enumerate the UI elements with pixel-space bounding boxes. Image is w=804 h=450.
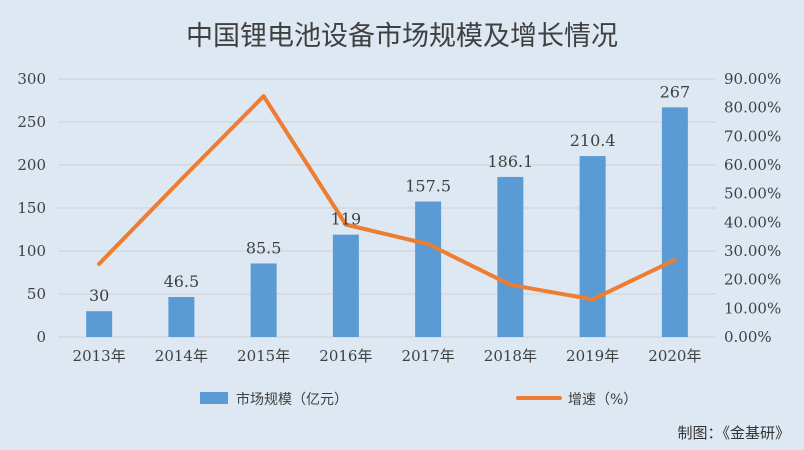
- category-label: 2014年: [155, 347, 208, 365]
- category-label: 2019年: [566, 347, 619, 365]
- left-tick-label: 100: [17, 242, 46, 260]
- left-tick-label: 200: [17, 156, 46, 174]
- bar: [415, 201, 442, 337]
- right-tick-label: 0.00%: [724, 328, 772, 346]
- category-label: 2013年: [73, 347, 126, 365]
- source-note: 制图：《金基研》: [677, 424, 790, 442]
- line-point: [673, 258, 677, 262]
- category-label: 2017年: [402, 347, 455, 365]
- right-tick-label: 10.00%: [724, 299, 781, 317]
- right-tick-label: 30.00%: [724, 242, 781, 260]
- bar: [332, 234, 359, 337]
- right-tick-label: 20.00%: [724, 271, 781, 289]
- right-tick-label: 40.00%: [724, 213, 781, 231]
- bar-value-label: 157.5: [405, 177, 451, 196]
- left-tick-label: 150: [17, 199, 46, 217]
- left-tick-label: 0: [36, 328, 46, 346]
- line-point: [262, 94, 266, 98]
- line-series: [97, 94, 677, 302]
- left-tick-label: 300: [17, 70, 46, 88]
- legend-line-label: 增速（%）: [568, 392, 637, 408]
- data-labels: 30 46.5 85.5 119 157.5 186.1 210.4 267: [89, 82, 690, 305]
- bar-value-label: 267: [660, 82, 691, 101]
- bar-value-label: 46.5: [164, 272, 200, 291]
- line-point: [344, 223, 348, 227]
- left-tick-label: 50: [27, 285, 46, 303]
- category-label: 2015年: [237, 347, 290, 365]
- legend-bar-swatch: [200, 392, 228, 404]
- bar-value-label: 186.1: [487, 152, 533, 171]
- right-tick-label: 50.00%: [724, 185, 781, 203]
- line-point: [508, 283, 512, 287]
- legend: 市场规模（亿元） 增速（%）: [200, 391, 637, 408]
- category-label: 2016年: [319, 347, 372, 365]
- bar: [168, 297, 195, 337]
- right-tick-label: 70.00%: [724, 127, 781, 145]
- category-label: 2018年: [484, 347, 537, 365]
- bar-value-label: 85.5: [246, 238, 282, 257]
- right-tick-label: 80.00%: [724, 99, 781, 117]
- left-tick-label: 250: [17, 113, 46, 131]
- line-point: [97, 262, 101, 266]
- bar-value-label: 119: [331, 210, 362, 229]
- bar: [497, 176, 524, 337]
- chart-title: 中国锂电池设备市场规模及增长情况: [186, 21, 618, 52]
- line-point: [179, 177, 183, 181]
- bar: [661, 107, 688, 337]
- line-point: [591, 297, 595, 301]
- bar-series: [86, 107, 688, 337]
- bar-value-label: 210.4: [570, 131, 616, 150]
- growth-line: [97, 94, 677, 302]
- bar: [86, 311, 113, 337]
- right-tick-label: 90.00%: [724, 70, 781, 88]
- category-label: 2020年: [648, 347, 701, 365]
- grid-lines: [58, 78, 716, 338]
- bar: [579, 156, 606, 337]
- line-point: [426, 242, 430, 246]
- bar-value-label: 30: [89, 286, 109, 305]
- axes: 0 50 100 150 200 250 300 0.00% 10.00% 20.00% 30.00…: [17, 70, 781, 365]
- legend-bar-label: 市场规模（亿元）: [236, 391, 348, 408]
- right-tick-label: 60.00%: [724, 156, 781, 174]
- bar: [250, 263, 277, 337]
